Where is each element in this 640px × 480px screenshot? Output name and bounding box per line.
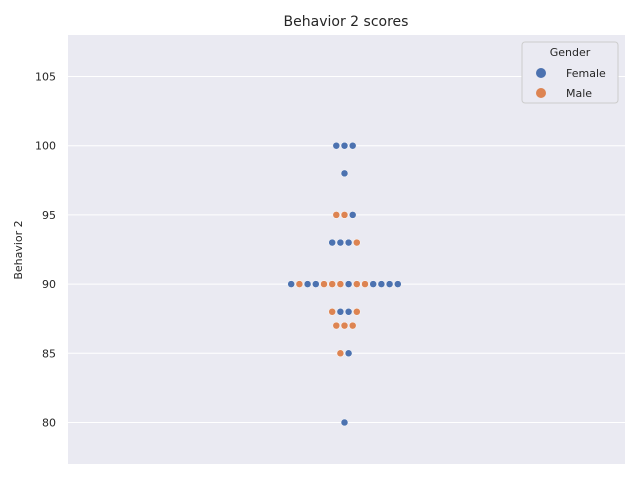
data-point-female [312, 280, 320, 288]
data-point-male [348, 321, 357, 330]
y-tick-label: 90 [42, 278, 56, 291]
data-point-male [353, 308, 361, 316]
legend-marker-male [536, 88, 546, 98]
y-tick-labels: 80 85 90 95 100 105 [35, 71, 56, 430]
chart-title: Behavior 2 scores [284, 14, 409, 30]
data-points [287, 141, 402, 427]
data-point-female [344, 308, 353, 316]
data-point-male [340, 321, 349, 330]
data-point-female [340, 169, 349, 178]
data-point-female [348, 141, 357, 150]
data-point-female [385, 280, 394, 288]
data-point-female [303, 280, 312, 288]
data-point-male [320, 280, 328, 288]
data-point-male [328, 280, 336, 288]
data-point-female [344, 349, 353, 358]
data-point-male [328, 308, 336, 316]
data-point-female [344, 238, 353, 247]
y-tick-label: 80 [42, 416, 56, 429]
data-point-male [295, 280, 304, 288]
data-point-female [369, 280, 377, 288]
data-point-male [336, 280, 345, 288]
legend-label-male: Male [566, 87, 592, 100]
data-point-male [353, 280, 361, 288]
data-point-female [336, 308, 345, 316]
legend-marker-female [536, 68, 546, 78]
legend-title: Gender [550, 46, 591, 59]
data-point-male [332, 211, 341, 219]
legend-box [521, 41, 619, 104]
y-tick-label: 85 [42, 347, 56, 360]
y-tick-label: 100 [35, 140, 56, 153]
data-point-female [344, 280, 353, 288]
plot-background [68, 35, 625, 464]
data-point-female [340, 141, 349, 150]
data-point-female [328, 238, 336, 247]
data-point-male [332, 321, 341, 330]
data-point-female [377, 280, 386, 288]
data-point-female [332, 141, 341, 150]
data-point-male [340, 211, 349, 219]
legend: Gender Female Male [521, 41, 619, 104]
legend-label-female: Female [566, 67, 606, 80]
data-point-female [348, 211, 357, 219]
y-tick-label: 105 [35, 71, 56, 84]
legend-entries: Female Male [536, 67, 606, 100]
data-point-female [287, 280, 295, 288]
y-tick-label: 95 [42, 209, 56, 222]
data-point-male [353, 238, 361, 247]
data-point-male [336, 349, 345, 358]
data-point-female [394, 280, 402, 288]
data-point-female [340, 418, 349, 427]
data-point-male [361, 280, 369, 288]
data-point-female [336, 238, 345, 247]
y-axis-label: Behavior 2 [12, 220, 25, 279]
